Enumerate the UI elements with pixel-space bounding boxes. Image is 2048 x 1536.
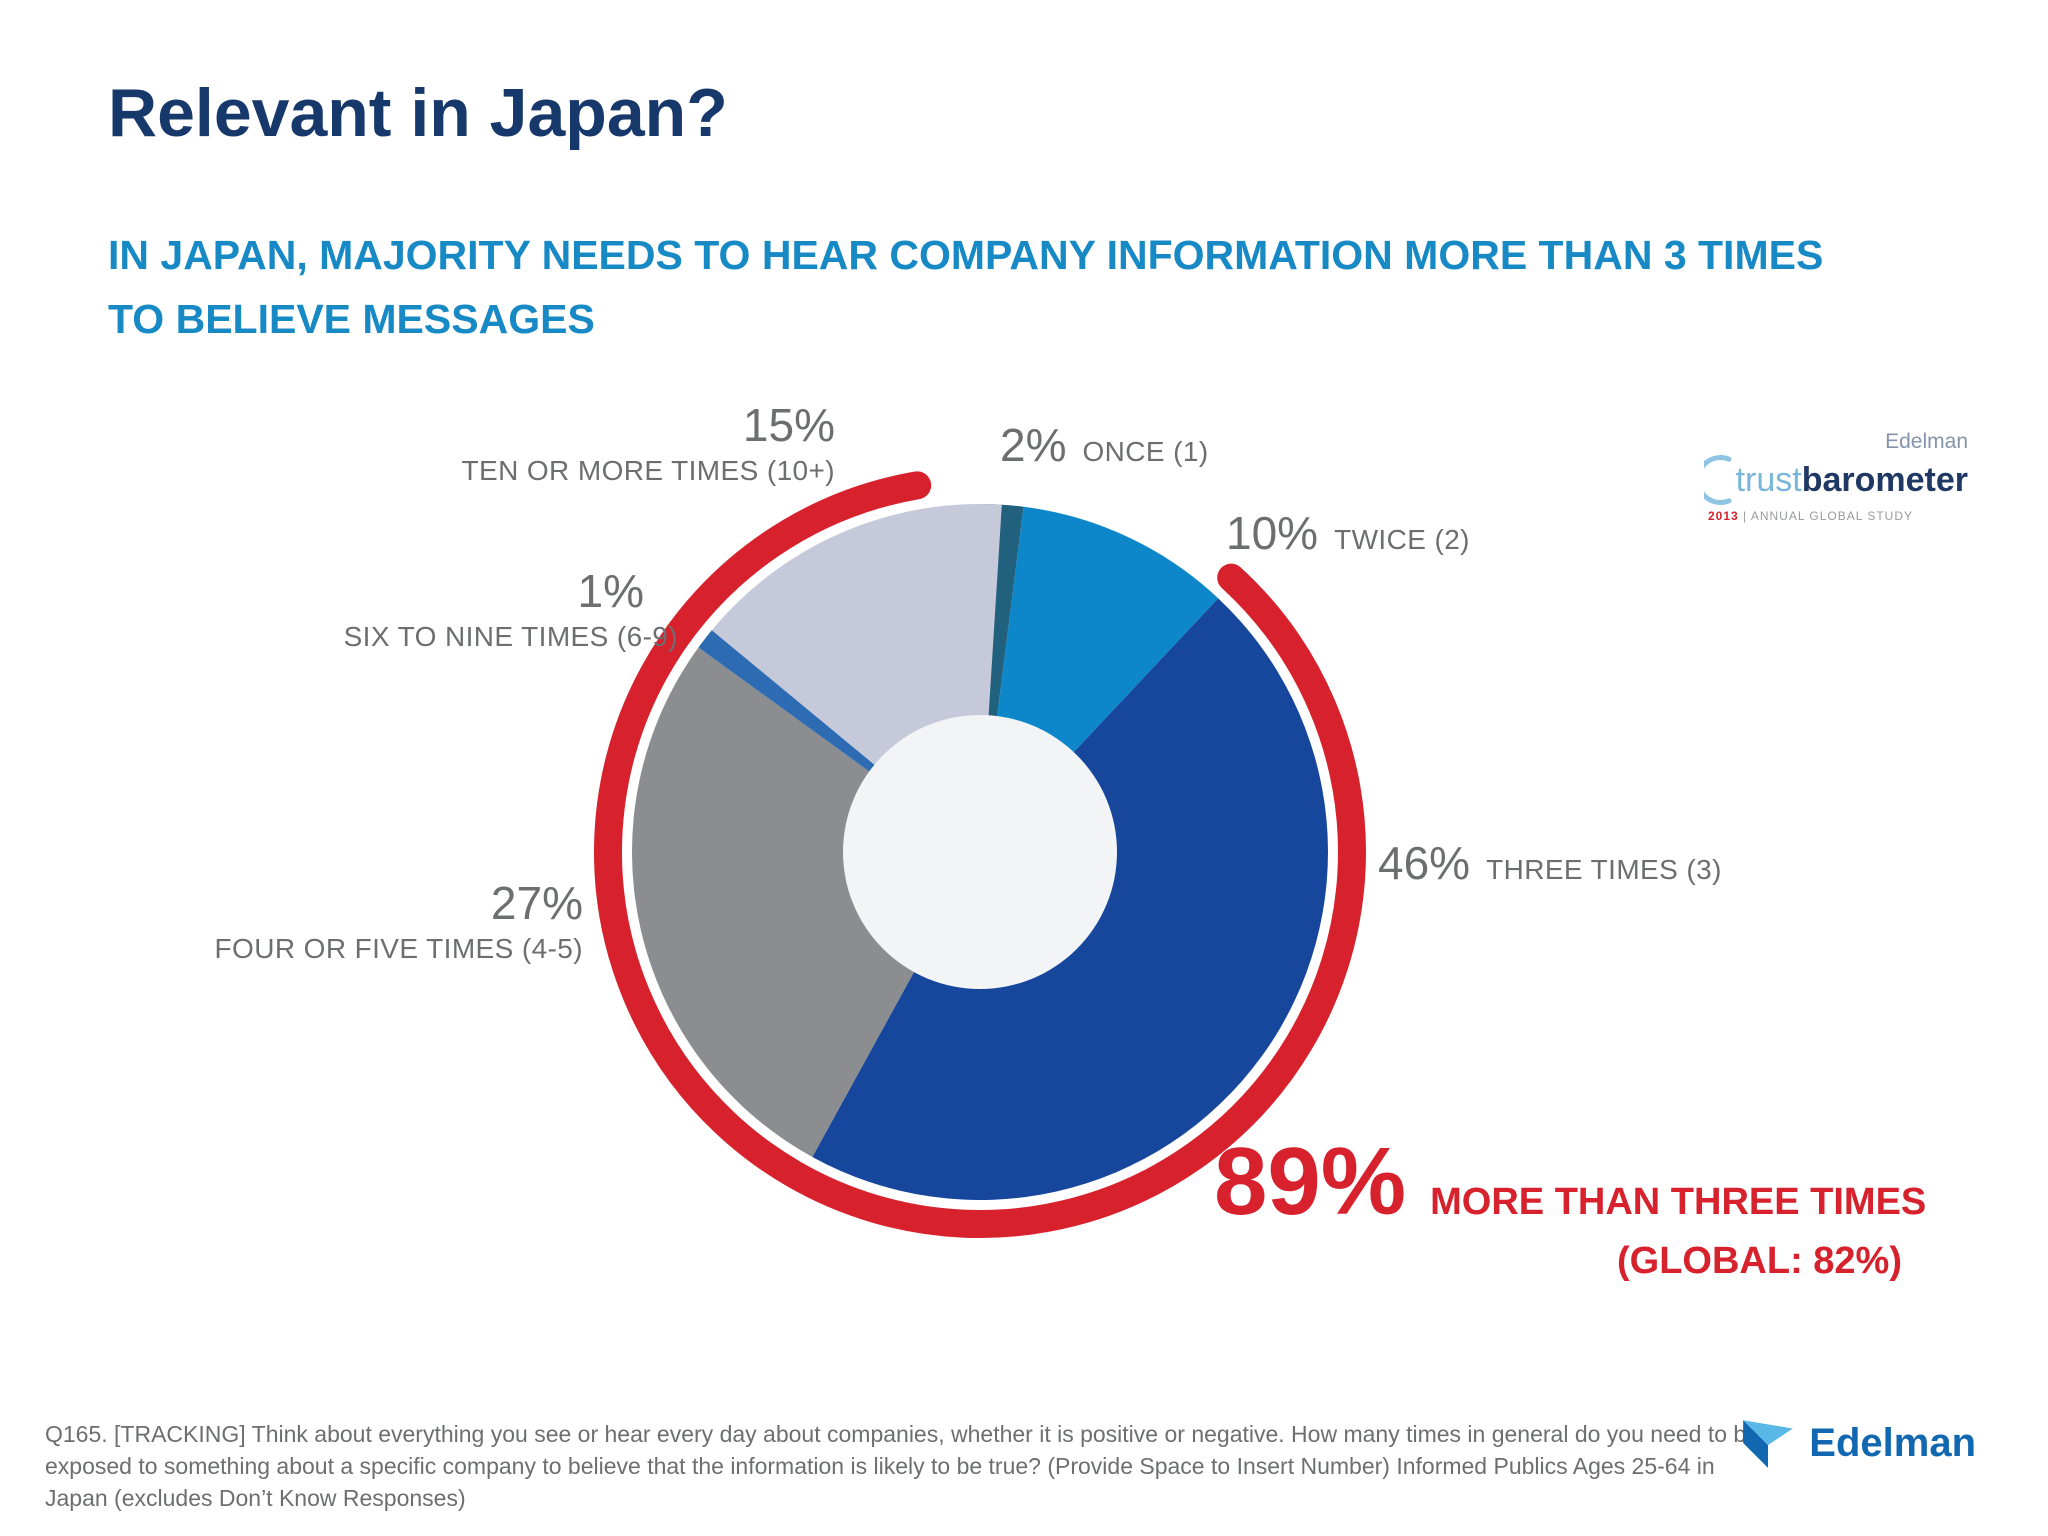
ten-plus-text: TEN OR MORE TIMES (10+) <box>461 454 835 486</box>
six-nine-pct: 1% <box>577 565 644 617</box>
subtitle-line-1: IN JAPAN, MAJORITY NEEDS TO HEAR COMPANY… <box>108 232 1824 278</box>
tb-tagline-text: | ANNUAL GLOBAL STUDY <box>1743 509 1913 524</box>
tb-tagline-year: 2013 <box>1708 509 1739 524</box>
highlight-pct: 89% <box>1214 1128 1407 1235</box>
edelman-mark-icon <box>1743 1420 1794 1468</box>
subtitle-line-2: TO BELIEVE MESSAGES <box>108 295 595 342</box>
highlight-label: MORE THAN THREE TIMES <box>1430 1181 1927 1223</box>
tb-barometer-text: barometer <box>1801 460 1968 499</box>
page-subtitle: IN JAPAN, MAJORITY NEEDS TO HEAR COMPANY… <box>108 224 1823 351</box>
label-once: 2% ONCE (1) <box>1000 420 1209 471</box>
label-three-times: 46% THREE TIMES (3) <box>1378 838 1722 889</box>
four-five-text: FOUR OR FIVE TIMES (4-5) <box>214 932 583 964</box>
page-title: Relevant in Japan? <box>108 75 728 151</box>
pie-segment-four-five <box>631 647 980 1157</box>
highlight-global: (GLOBAL: 82%) <box>1617 1240 1902 1282</box>
donut-chart-svg <box>594 471 1366 1238</box>
edelman-wordmark: Edelman <box>1809 1420 1976 1465</box>
donut-hole <box>843 715 1117 989</box>
footnote: Q165. [TRACKING] Think about everything … <box>45 1421 1759 1512</box>
trustbarometer-logo: Edelman trust barometer 2013 | ANNUAL GLO… <box>1703 430 1968 523</box>
once-text: ONCE (1) <box>1082 436 1209 467</box>
twice-text: TWICE (2) <box>1334 524 1470 555</box>
highlight-callout: 89% MORE THAN THREE TIMES (GLOBAL: 82%) <box>1214 1128 1926 1283</box>
four-five-pct: 27% <box>490 877 583 929</box>
three-times-text: THREE TIMES (3) <box>1486 854 1722 885</box>
edelman-logo: Edelman <box>1739 1414 1976 1472</box>
tb-tagline: 2013 | ANNUAL GLOBAL STUDY <box>1704 509 1913 523</box>
label-four-five: 27% FOUR OR FIVE TIMES (4-5) <box>215 878 583 968</box>
three-times-pct: 46% <box>1378 837 1471 889</box>
label-six-nine: 1% SIX TO NINE TIMES (6-9) <box>344 566 678 656</box>
ten-plus-pct: 15% <box>742 399 835 451</box>
trustbarometer-arc-icon <box>1703 455 1732 506</box>
label-twice: 10% TWICE (2) <box>1226 508 1470 559</box>
tb-trust-text: trust <box>1735 460 1802 499</box>
highlight-ring <box>594 471 1366 1238</box>
donut-chart <box>560 432 1400 1272</box>
twice-pct: 10% <box>1226 507 1319 559</box>
tb-edelman-text: Edelman <box>1885 430 1968 453</box>
label-ten-plus: 15% TEN OR MORE TIMES (10+) <box>461 400 835 490</box>
six-nine-text: SIX TO NINE TIMES (6-9) <box>343 620 678 652</box>
once-pct: 2% <box>1000 419 1067 471</box>
